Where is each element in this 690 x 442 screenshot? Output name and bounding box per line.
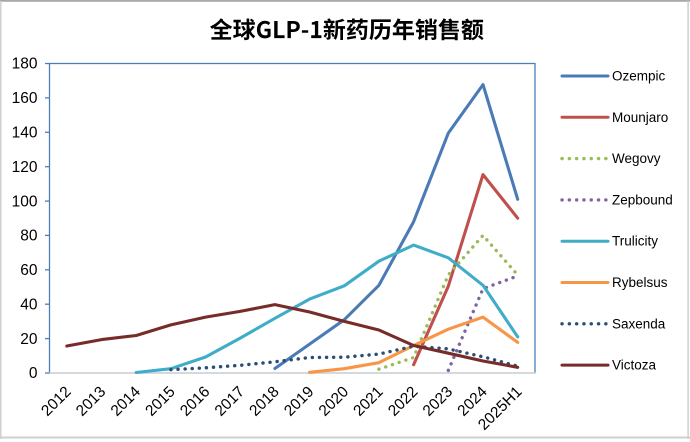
svg-text:Trulicity: Trulicity: [612, 234, 658, 249]
svg-text:160: 160: [12, 90, 38, 107]
svg-text:Zepbound: Zepbound: [612, 192, 673, 207]
svg-text:Mounjaro: Mounjaro: [612, 110, 668, 125]
svg-text:Ozempic: Ozempic: [612, 69, 666, 84]
svg-text:0: 0: [29, 365, 38, 382]
svg-text:Victoza: Victoza: [612, 358, 657, 373]
svg-text:60: 60: [20, 262, 38, 279]
svg-text:Wegovy: Wegovy: [612, 151, 661, 166]
svg-text:Saxenda: Saxenda: [612, 316, 666, 331]
svg-text:140: 140: [12, 125, 38, 142]
svg-text:180: 180: [12, 56, 38, 73]
svg-text:120: 120: [12, 159, 38, 176]
svg-text:Rybelsus: Rybelsus: [612, 275, 668, 290]
svg-text:20: 20: [20, 331, 38, 348]
svg-text:100: 100: [12, 193, 38, 210]
svg-text:80: 80: [20, 228, 38, 245]
svg-text:40: 40: [20, 296, 38, 313]
